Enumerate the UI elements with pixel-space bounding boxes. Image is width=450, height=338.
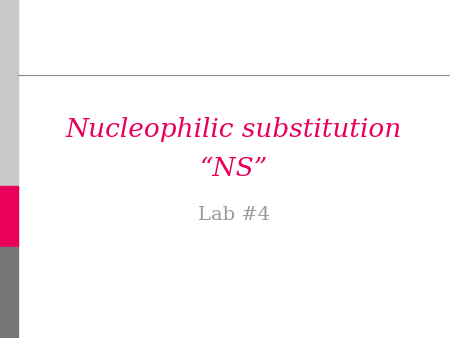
- Text: Nucleophilic substitution: Nucleophilic substitution: [66, 118, 402, 143]
- Text: “NS”: “NS”: [200, 155, 268, 180]
- Bar: [0, 0, 18, 186]
- Text: Lab #4: Lab #4: [198, 206, 270, 224]
- Bar: [0, 186, 18, 247]
- Bar: [0, 247, 18, 338]
